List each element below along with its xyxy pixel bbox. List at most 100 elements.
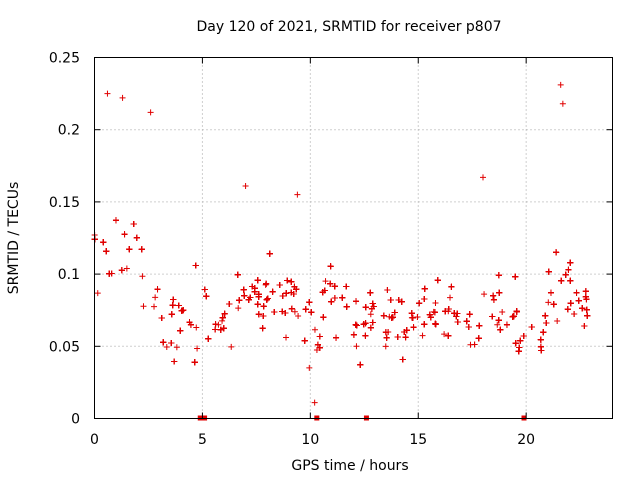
data-point [369, 319, 376, 326]
data-point [398, 298, 405, 305]
data-point [316, 333, 323, 340]
data-point [193, 324, 200, 331]
data-point [279, 308, 286, 315]
data-point [327, 280, 334, 287]
data-point [180, 307, 187, 314]
data-point [495, 317, 502, 324]
data-point [301, 337, 308, 344]
data-point [567, 259, 574, 266]
data-point [168, 311, 175, 318]
data-point [453, 313, 460, 320]
data-point [235, 305, 242, 312]
data-point [454, 310, 461, 317]
data-point [495, 272, 502, 279]
data-point [409, 314, 416, 321]
data-point [454, 319, 461, 326]
data-point [203, 293, 210, 300]
x-tick-label: 0 [90, 432, 99, 448]
data-point [245, 296, 252, 303]
data-point [170, 296, 177, 303]
data-point [308, 309, 315, 316]
data-point [445, 306, 452, 313]
data-point [191, 359, 198, 366]
data-point [370, 303, 377, 310]
data-point [106, 270, 113, 277]
data-point [545, 268, 552, 275]
data-point [414, 313, 421, 320]
data-point [382, 343, 389, 350]
data-point [219, 314, 226, 321]
data-point [212, 326, 219, 333]
data-point [264, 295, 271, 302]
data-point [562, 271, 569, 278]
data-point [545, 299, 552, 306]
data-point [306, 364, 313, 371]
data-point [382, 329, 389, 336]
data-point [391, 309, 398, 316]
data-point [284, 277, 291, 284]
data-point [540, 329, 547, 336]
data-point [112, 217, 119, 224]
data-point [579, 305, 586, 312]
data-point [402, 334, 409, 341]
data-point [259, 325, 266, 332]
data-point [389, 314, 396, 321]
data-point [147, 109, 154, 116]
data-points [91, 81, 591, 406]
data-point [269, 288, 276, 295]
data-point [321, 287, 328, 294]
data-point [217, 326, 224, 333]
data-point [119, 94, 126, 101]
data-point [394, 333, 401, 340]
data-point [291, 283, 298, 290]
data-point [416, 300, 423, 307]
data-point [331, 295, 338, 302]
data-point [311, 326, 318, 333]
data-point [383, 334, 390, 341]
data-point [118, 267, 125, 274]
data-point [316, 344, 323, 351]
data-point [528, 323, 535, 330]
data-point [192, 262, 199, 269]
data-point [434, 277, 441, 284]
data-point [331, 283, 338, 290]
data-point [573, 289, 580, 296]
data-point [353, 343, 360, 350]
data-point [353, 298, 360, 305]
data-point [571, 310, 578, 317]
data-point [320, 314, 327, 321]
data-point [503, 321, 510, 328]
data-point [322, 278, 329, 285]
data-point [559, 100, 566, 107]
data-point [410, 324, 417, 331]
data-point [343, 303, 350, 310]
data-point [178, 307, 185, 314]
data-point [447, 294, 454, 301]
data-point [427, 314, 434, 321]
data-point [442, 308, 449, 315]
data-point [352, 321, 359, 328]
data-point [517, 337, 524, 344]
data-point [241, 292, 248, 299]
data-point [421, 321, 428, 328]
data-point [357, 361, 364, 368]
data-point [294, 191, 301, 198]
plot-border [94, 57, 613, 419]
data-point [384, 287, 391, 294]
data-point [254, 277, 261, 284]
data-point [441, 331, 448, 338]
data-point [408, 310, 415, 317]
data-point [537, 336, 544, 343]
y-tick-label: 0.1 [58, 267, 80, 283]
data-point [163, 344, 170, 351]
data-point [565, 266, 572, 273]
data-point [343, 283, 350, 290]
data-point [152, 294, 159, 301]
x-tick-label: 5 [198, 432, 207, 448]
data-point [254, 301, 261, 308]
data-point [140, 303, 147, 310]
data-point [350, 331, 357, 338]
data-point [432, 320, 439, 327]
data-point [583, 306, 590, 313]
data-point [328, 298, 335, 305]
